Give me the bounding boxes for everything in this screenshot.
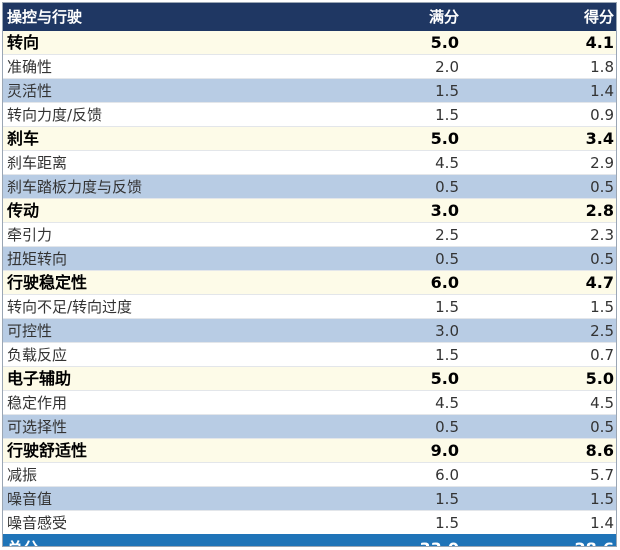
subitem-row: 可控性 3.0 2.5	[3, 318, 616, 343]
total-row: 总分 33.0 28.6	[3, 534, 616, 546]
row-full-score: 4.5	[353, 390, 463, 415]
category-row: 传动 3.0 2.8	[3, 198, 616, 223]
score-table: 操控与行驶 满分 得分 转向 5.0 4.1 准确性 2.0 1.8 灵活性 1.5 1.4 转向…	[3, 3, 616, 546]
row-name: 刹车	[3, 126, 353, 151]
row-score: 4.1	[463, 31, 616, 55]
row-score: 4.5	[463, 390, 616, 415]
row-full-score: 1.5	[353, 342, 463, 367]
subitem-row: 噪音值 1.5 1.5	[3, 486, 616, 511]
category-row: 转向 5.0 4.1	[3, 31, 616, 55]
row-full-score: 6.0	[353, 270, 463, 295]
subitem-row: 刹车距离 4.5 2.9	[3, 150, 616, 175]
row-name: 转向力度/反馈	[3, 102, 353, 127]
row-score: 1.4	[463, 78, 616, 103]
row-score: 1.4	[463, 510, 616, 534]
row-name: 噪音感受	[3, 510, 353, 534]
row-full-score: 0.5	[353, 414, 463, 439]
column-header-score: 得分	[463, 3, 616, 31]
row-name: 准确性	[3, 54, 353, 79]
row-name: 减振	[3, 462, 353, 487]
row-score: 0.5	[463, 246, 616, 271]
subitem-row: 稳定作用 4.5 4.5	[3, 390, 616, 415]
row-full-score: 1.5	[353, 486, 463, 511]
row-score: 1.5	[463, 486, 616, 511]
row-name: 可控性	[3, 318, 353, 343]
row-full-score: 1.5	[353, 510, 463, 534]
subitem-row: 减振 6.0 5.7	[3, 462, 616, 487]
table-body: 转向 5.0 4.1 准确性 2.0 1.8 灵活性 1.5 1.4 转向力度/反馈 1.5 0.9 刹…	[3, 31, 616, 534]
row-score: 2.8	[463, 198, 616, 223]
subitem-row: 准确性 2.0 1.8	[3, 54, 616, 79]
row-full-score: 5.0	[353, 126, 463, 151]
row-name: 行驶稳定性	[3, 270, 353, 295]
row-name: 可选择性	[3, 414, 353, 439]
row-name: 行驶舒适性	[3, 438, 353, 463]
row-name: 噪音值	[3, 486, 353, 511]
row-name: 牵引力	[3, 222, 353, 247]
row-full-score: 0.5	[353, 174, 463, 199]
subitem-row: 刹车踏板力度与反馈 0.5 0.5	[3, 174, 616, 199]
row-score: 0.5	[463, 174, 616, 199]
subitem-row: 噪音感受 1.5 1.4	[3, 510, 616, 534]
row-name: 转向	[3, 31, 353, 55]
row-name: 扭矩转向	[3, 246, 353, 271]
row-score: 5.7	[463, 462, 616, 487]
row-full-score: 5.0	[353, 366, 463, 391]
row-score: 5.0	[463, 366, 616, 391]
total-score: 28.6	[463, 534, 616, 546]
row-full-score: 4.5	[353, 150, 463, 175]
row-score: 2.5	[463, 318, 616, 343]
row-name: 转向不足/转向过度	[3, 294, 353, 319]
subitem-row: 转向力度/反馈 1.5 0.9	[3, 102, 616, 127]
row-score: 8.6	[463, 438, 616, 463]
subitem-row: 可选择性 0.5 0.5	[3, 414, 616, 439]
row-score: 4.7	[463, 270, 616, 295]
row-full-score: 6.0	[353, 462, 463, 487]
row-full-score: 1.5	[353, 294, 463, 319]
category-row: 电子辅助 5.0 5.0	[3, 366, 616, 391]
row-score: 0.5	[463, 414, 616, 439]
total-full-score: 33.0	[353, 534, 463, 546]
column-header-full-score: 满分	[353, 3, 463, 31]
row-score: 1.5	[463, 294, 616, 319]
row-name: 电子辅助	[3, 366, 353, 391]
row-name: 稳定作用	[3, 390, 353, 415]
total-label: 总分	[3, 534, 353, 546]
row-score: 2.9	[463, 150, 616, 175]
row-name: 负载反应	[3, 342, 353, 367]
table-header-row: 操控与行驶 满分 得分	[3, 3, 616, 31]
subitem-row: 负载反应 1.5 0.7	[3, 342, 616, 367]
row-full-score: 2.0	[353, 54, 463, 79]
row-full-score: 3.0	[353, 198, 463, 223]
category-row: 刹车 5.0 3.4	[3, 126, 616, 151]
row-full-score: 1.5	[353, 78, 463, 103]
row-full-score: 2.5	[353, 222, 463, 247]
subitem-row: 牵引力 2.5 2.3	[3, 222, 616, 247]
row-full-score: 1.5	[353, 102, 463, 127]
category-row: 行驶舒适性 9.0 8.6	[3, 438, 616, 463]
row-score: 0.9	[463, 102, 616, 127]
row-full-score: 5.0	[353, 31, 463, 55]
row-score: 0.7	[463, 342, 616, 367]
subitem-row: 灵活性 1.5 1.4	[3, 78, 616, 103]
subitem-row: 扭矩转向 0.5 0.5	[3, 246, 616, 271]
row-full-score: 9.0	[353, 438, 463, 463]
row-full-score: 0.5	[353, 246, 463, 271]
row-name: 传动	[3, 198, 353, 223]
row-name: 刹车踏板力度与反馈	[3, 174, 353, 199]
row-score: 2.3	[463, 222, 616, 247]
row-score: 1.8	[463, 54, 616, 79]
row-score: 3.4	[463, 126, 616, 151]
row-name: 灵活性	[3, 78, 353, 103]
row-full-score: 3.0	[353, 318, 463, 343]
category-row: 行驶稳定性 6.0 4.7	[3, 270, 616, 295]
subitem-row: 转向不足/转向过度 1.5 1.5	[3, 294, 616, 319]
column-header-item: 操控与行驶	[3, 3, 353, 31]
row-name: 刹车距离	[3, 150, 353, 175]
